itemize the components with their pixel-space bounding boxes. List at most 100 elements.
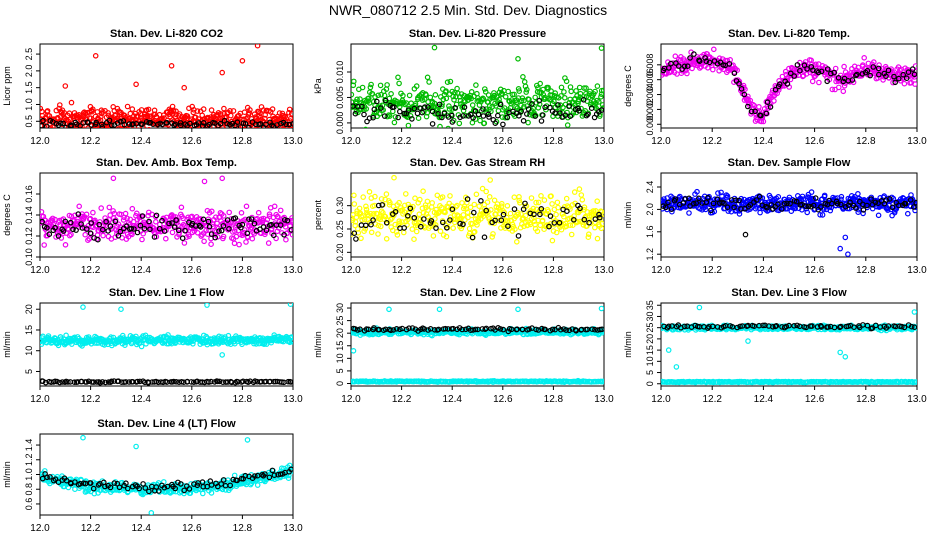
data-point <box>196 222 203 229</box>
data-point <box>532 94 539 101</box>
data-point <box>816 79 822 86</box>
data-point <box>394 232 401 238</box>
data-point <box>366 189 373 195</box>
points-layer <box>351 174 604 245</box>
data-point <box>251 111 258 118</box>
data-point <box>588 105 595 112</box>
data-point <box>283 236 289 243</box>
data-point <box>693 200 700 206</box>
data-point <box>497 101 504 108</box>
data-point <box>275 214 281 220</box>
y-tick-label: 0.000 <box>335 112 345 135</box>
data-point <box>851 194 858 200</box>
data-point <box>477 117 483 124</box>
data-point <box>598 94 604 100</box>
outlier-point <box>168 63 175 69</box>
data-point <box>445 326 451 332</box>
data-point <box>175 227 182 234</box>
data-point <box>265 134 269 138</box>
data-point <box>383 236 390 242</box>
data-point <box>840 78 847 85</box>
data-point <box>214 220 220 227</box>
data-point <box>351 192 357 199</box>
data-point <box>566 103 573 109</box>
data-point <box>600 87 604 94</box>
data-point <box>468 89 475 95</box>
data-point <box>406 325 412 332</box>
data-point <box>409 226 416 232</box>
data-point <box>98 121 105 128</box>
data-point <box>90 209 96 216</box>
data-point <box>522 212 529 219</box>
data-point <box>583 112 590 119</box>
data-point <box>794 62 801 68</box>
data-point <box>169 229 176 236</box>
outlier-point <box>391 174 397 181</box>
data-point <box>441 110 448 117</box>
data-point <box>513 239 520 245</box>
data-point <box>407 113 414 119</box>
data-point <box>900 71 907 78</box>
x-tick-label: 12.2 <box>702 265 722 276</box>
data-point <box>68 123 74 128</box>
data-point <box>672 196 679 202</box>
data-point <box>909 66 916 72</box>
data-point <box>376 214 383 220</box>
data-point <box>905 69 912 76</box>
data-point <box>388 91 394 97</box>
data-point <box>411 215 418 221</box>
data-point <box>714 196 721 203</box>
plot-frame <box>660 302 918 387</box>
data-point <box>89 108 95 115</box>
data-point <box>585 231 592 238</box>
data-point <box>539 112 546 118</box>
data-point <box>216 228 222 234</box>
data-point <box>53 131 57 135</box>
data-point <box>401 202 408 209</box>
data-point <box>424 198 431 205</box>
data-point <box>912 63 917 69</box>
data-point <box>220 213 227 219</box>
data-point <box>40 378 46 384</box>
data-point <box>130 121 136 127</box>
data-point <box>562 112 569 119</box>
y-tick-label: 2.0 <box>645 203 655 216</box>
data-point <box>576 84 583 91</box>
data-point <box>228 112 234 119</box>
data-point <box>784 81 791 87</box>
x-tick-label: 12.2 <box>702 394 722 405</box>
x-tick-label: 12.8 <box>856 394 876 405</box>
y-tick-label: 30 <box>335 303 345 313</box>
data-point <box>557 326 564 333</box>
data-point <box>687 55 693 61</box>
data-point <box>138 343 145 350</box>
outlier-point <box>386 306 392 313</box>
data-point <box>413 228 420 235</box>
x-tick-label: 12.2 <box>81 136 101 147</box>
data-point <box>561 95 568 101</box>
data-point <box>267 378 273 385</box>
data-point <box>367 84 374 91</box>
data-point <box>240 378 246 385</box>
data-point <box>859 71 866 77</box>
data-point <box>105 379 112 385</box>
points-layer <box>661 46 917 125</box>
data-point <box>702 55 708 61</box>
data-point <box>243 239 249 245</box>
data-point <box>466 225 473 232</box>
x-tick-label: 12.2 <box>392 394 412 405</box>
data-point <box>764 204 770 211</box>
data-point <box>548 193 554 199</box>
data-point <box>537 211 543 218</box>
y-tick-label: 0.20 <box>335 244 345 262</box>
data-point <box>98 114 104 120</box>
data-point <box>818 204 824 210</box>
data-point <box>139 236 145 243</box>
data-point <box>420 188 426 195</box>
chart-title: Stan. Dev. Li-820 Temp. <box>728 28 850 40</box>
data-point <box>246 124 252 128</box>
data-point <box>244 230 251 237</box>
data-point <box>809 78 816 85</box>
data-point <box>763 203 769 210</box>
data-point <box>788 64 795 71</box>
